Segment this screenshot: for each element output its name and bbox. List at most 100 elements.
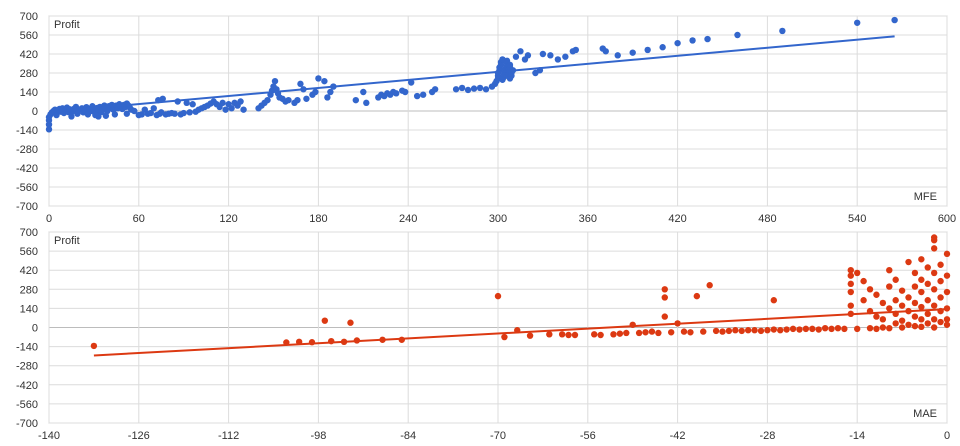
- mae-data-point: [680, 328, 688, 335]
- mfe-x-tick-label: 540: [848, 213, 866, 225]
- mae-x-tick-label: -112: [218, 430, 239, 442]
- mae-data-point: [847, 302, 854, 309]
- mae-data-point: [943, 288, 951, 296]
- mae-x-tick-label: -126: [128, 430, 150, 442]
- mae-x-tick-label: -84: [400, 430, 416, 442]
- mfe-trendline: [48, 35, 895, 114]
- mfe-data-point: [147, 109, 154, 117]
- mfe-x-tick-label: 240: [399, 213, 417, 225]
- mae-x-tick-label: -140: [38, 430, 60, 442]
- mae-x-tick-label: -42: [670, 430, 686, 442]
- mfe-data-point: [464, 86, 472, 94]
- mfe-data-point: [644, 46, 651, 54]
- mae-data-point: [886, 283, 893, 290]
- mfe-data-point: [315, 75, 322, 82]
- mfe-data-point: [363, 99, 370, 107]
- mae-data-point: [930, 316, 938, 323]
- mae-data-point: [815, 326, 822, 333]
- mfe-data-point: [572, 46, 580, 54]
- mae-data-point: [930, 324, 938, 331]
- mae-data-point: [847, 280, 854, 288]
- mae-data-point: [886, 305, 893, 312]
- mfe-x-tick-label: 0: [46, 213, 52, 225]
- mae-data-point: [930, 269, 938, 277]
- mae-data-point: [347, 319, 354, 326]
- mae-profit-panel: 7005604202801400-140-280-420-560-700-140…: [16, 227, 951, 442]
- mae-data-point: [930, 302, 938, 309]
- mfe-x-tick-label: 360: [579, 213, 597, 225]
- mae-data-point: [879, 299, 887, 307]
- mfe-y-tick-label: 0: [32, 106, 38, 118]
- mae-y-tick-label: 140: [20, 303, 38, 315]
- mae-data-point: [905, 294, 912, 301]
- mae-scatter-points: [90, 234, 951, 350]
- mae-data-point: [321, 317, 329, 324]
- mfe-tick-labels: 700 560 420 280 140 0 -140 -280 -420 -560 -700 0 60 1…: [16, 11, 956, 225]
- mae-y-tick-label: 0: [32, 323, 38, 335]
- mfe-data-point: [402, 88, 409, 96]
- mae-data-point: [821, 324, 829, 332]
- mae-data-point: [623, 329, 630, 337]
- mae-data-point: [898, 287, 906, 294]
- mae-data-point: [802, 325, 810, 333]
- mae-data-point: [687, 329, 694, 336]
- mae-data-point: [494, 292, 502, 300]
- mae-data-point: [783, 326, 790, 333]
- mae-y-tick-label: 420: [20, 265, 38, 277]
- mae-data-point: [744, 327, 752, 334]
- mae-data-point: [546, 331, 553, 338]
- mfe-data-point: [470, 85, 478, 92]
- mae-data-point: [751, 327, 758, 334]
- mae-data-point: [886, 324, 893, 332]
- mae-y-tick-label: 700: [20, 227, 38, 239]
- mfe-data-point: [602, 48, 609, 55]
- mfe-y-tick-label: 700: [20, 11, 38, 23]
- mfe-x-axis-label: MFE: [914, 191, 937, 203]
- mae-data-point: [930, 245, 938, 252]
- mae-data-point: [879, 316, 887, 323]
- mae-data-point: [918, 316, 925, 323]
- mae-data-point: [924, 320, 931, 327]
- mae-data-point: [777, 327, 784, 334]
- mae-data-point: [642, 329, 649, 336]
- mae-data-point: [930, 236, 938, 244]
- mae-data-point: [918, 323, 925, 331]
- mae-data-point: [911, 299, 919, 307]
- mae-data-point: [866, 324, 874, 332]
- mae-data-point: [879, 324, 887, 331]
- mae-data-point: [854, 325, 861, 333]
- mae-y-tick-label: -280: [16, 361, 38, 373]
- mae-data-point: [898, 324, 906, 331]
- mae-data-point: [661, 286, 668, 293]
- mae-data-point: [854, 269, 861, 277]
- mae-data-point: [937, 277, 944, 285]
- mae-data-point: [873, 291, 880, 298]
- mfe-data-point: [45, 126, 53, 133]
- mfe-data-point: [123, 110, 131, 117]
- mfe-data-point: [674, 39, 681, 47]
- mae-data-point: [924, 280, 931, 288]
- mfe-data-point: [68, 113, 75, 120]
- mae-data-point: [770, 326, 778, 333]
- mfe-data-point: [240, 106, 247, 113]
- mfe-y-axis-label: Profit: [54, 19, 80, 31]
- mae-data-point: [616, 330, 624, 337]
- mae-data-point: [930, 286, 938, 293]
- mae-data-point: [892, 320, 899, 327]
- mfe-data-point: [159, 95, 166, 102]
- mfe-data-point: [219, 99, 226, 107]
- mfe-data-point: [92, 111, 99, 119]
- mae-data-point: [565, 331, 572, 339]
- mfe-data-point: [327, 88, 334, 96]
- mae-data-point: [648, 328, 656, 335]
- mae-data-point: [770, 297, 778, 304]
- mae-data-point: [918, 288, 925, 296]
- mae-trendline: [93, 308, 948, 357]
- mae-data-point: [706, 282, 713, 289]
- mae-data-point: [693, 292, 701, 300]
- mae-data-point: [918, 303, 925, 311]
- mae-data-point: [898, 302, 906, 309]
- mae-y-axis-label: Profit: [54, 235, 80, 247]
- mae-data-point: [918, 256, 925, 263]
- mae-data-point: [700, 328, 707, 335]
